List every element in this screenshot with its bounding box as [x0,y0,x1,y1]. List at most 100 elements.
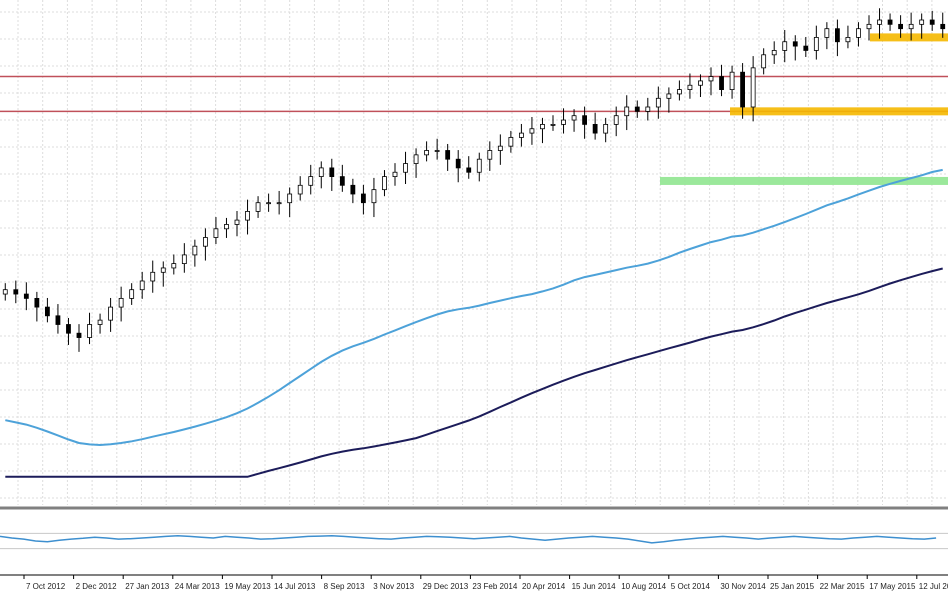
candle-body [45,306,50,317]
candles [2,8,946,352]
candle-body [835,28,840,43]
candle-body [919,19,925,25]
candle-body [508,137,514,147]
candle-body [877,19,882,25]
levels [0,33,948,185]
candle-body [424,150,430,156]
candle-body [382,176,387,191]
candle-body [466,167,472,173]
price-zone [730,107,948,116]
candle-body [761,54,767,69]
candle-body [413,154,419,164]
candle-body [371,189,377,204]
x-tick-label: 2 Dec 2012 [76,582,117,591]
candle-body [856,28,861,38]
candle-body [634,106,640,112]
candle-body [561,119,566,125]
candle-body [645,106,651,112]
x-tick-label: 17 May 2015 [869,582,916,591]
candle-body [23,293,29,299]
moving-average-fast-line [5,168,943,447]
x-tick-label: 19 May 2013 [224,582,271,591]
candle-body [139,280,145,291]
candle-body [287,193,293,204]
x-tick-label: 12 Jul 2015 [919,582,948,591]
candle-body [750,67,756,108]
x-tick-label: 27 Jan 2013 [125,582,170,591]
candle-body [613,115,619,125]
candle-body [360,193,366,204]
candle-body [603,124,609,134]
candle-body [171,263,177,269]
candle-body [276,202,282,205]
candle-body [160,267,166,273]
candle-body [687,84,693,90]
candle-body [118,297,124,308]
candle-body [571,115,577,121]
candle-body [87,324,92,338]
x-tick-label: 20 Apr 2014 [522,582,566,591]
candle-body [824,28,830,38]
candle-body [476,158,482,173]
x-tick-label: 14 Jul 2013 [274,582,316,591]
candle-body [655,97,661,108]
candle-body [266,202,272,205]
grid [0,0,948,505]
x-tick-label: 8 Sep 2013 [324,582,365,591]
candle-body [403,163,408,173]
candle-body [318,167,324,177]
candle-body [455,158,461,169]
moving-averages [5,168,943,478]
candle-body [181,254,187,264]
oscillator-line [0,534,937,544]
candle-body [2,289,8,295]
candle-body [719,76,724,91]
candle-body [202,237,208,247]
oscillator-panel [0,532,948,550]
candle-body [487,150,493,160]
x-tick-label: 5 Oct 2014 [671,582,711,591]
candle-body [845,37,851,43]
candle-body [76,332,82,338]
candle-body [224,224,229,230]
candle-body [540,124,545,130]
candle-body [666,93,672,99]
candle-body [550,124,556,126]
candle-body [813,37,819,51]
candle-body [624,106,630,117]
candle-body [97,319,103,325]
x-tick-label: 3 Nov 2013 [373,582,414,591]
candle-body [392,171,398,177]
price-zone [660,176,948,185]
x-tick-label: 15 Jun 2014 [572,582,617,591]
candle-body [13,289,19,295]
candle-body [329,167,335,177]
candle-body [940,23,946,30]
x-tick-label: 30 Nov 2014 [720,582,766,591]
candle-body [887,19,893,25]
candle-body [213,228,219,238]
x-tick-label: 10 Aug 2014 [621,582,666,591]
candle-body [234,219,240,225]
candle-body [55,315,61,325]
candle-body [740,71,745,108]
candle-body [297,184,303,195]
candle-body [908,23,914,30]
candle-body [782,41,788,51]
candle-body [529,128,535,134]
candle-body [929,19,935,25]
x-tick-label: 29 Dec 2013 [423,582,469,591]
candle-body [445,150,451,160]
candle-body [66,324,71,334]
candle-body [866,23,872,30]
candle-body [150,271,156,282]
candle-body [729,71,735,90]
x-tick-label: 22 Mar 2015 [820,582,865,591]
candle-body [519,132,524,138]
candle-body [698,80,703,86]
x-axis-ticks: 7 Oct 2012 2 Dec 2012 27 Jan 2013 24 Mar 20… [23,575,948,591]
candle-body [803,45,809,51]
candle-body [308,176,314,186]
